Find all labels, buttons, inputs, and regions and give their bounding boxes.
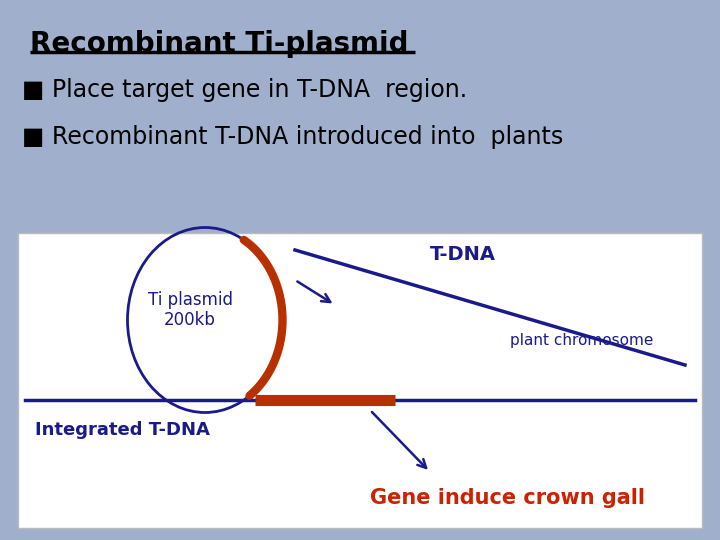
Text: ■ Recombinant T-DNA introduced into  plants: ■ Recombinant T-DNA introduced into plan… bbox=[22, 125, 563, 149]
Text: T-DNA: T-DNA bbox=[430, 246, 496, 265]
Text: Recombinant Ti-plasmid: Recombinant Ti-plasmid bbox=[30, 30, 408, 58]
Bar bbox=[18, 233, 702, 528]
Text: plant chromosome: plant chromosome bbox=[510, 333, 653, 348]
Text: Integrated T-DNA: Integrated T-DNA bbox=[35, 421, 210, 439]
Text: Gene induce crown gall: Gene induce crown gall bbox=[370, 488, 645, 508]
Text: ■ Place target gene in T-DNA  region.: ■ Place target gene in T-DNA region. bbox=[22, 78, 467, 102]
Text: Ti plasmid
200kb: Ti plasmid 200kb bbox=[148, 291, 233, 329]
